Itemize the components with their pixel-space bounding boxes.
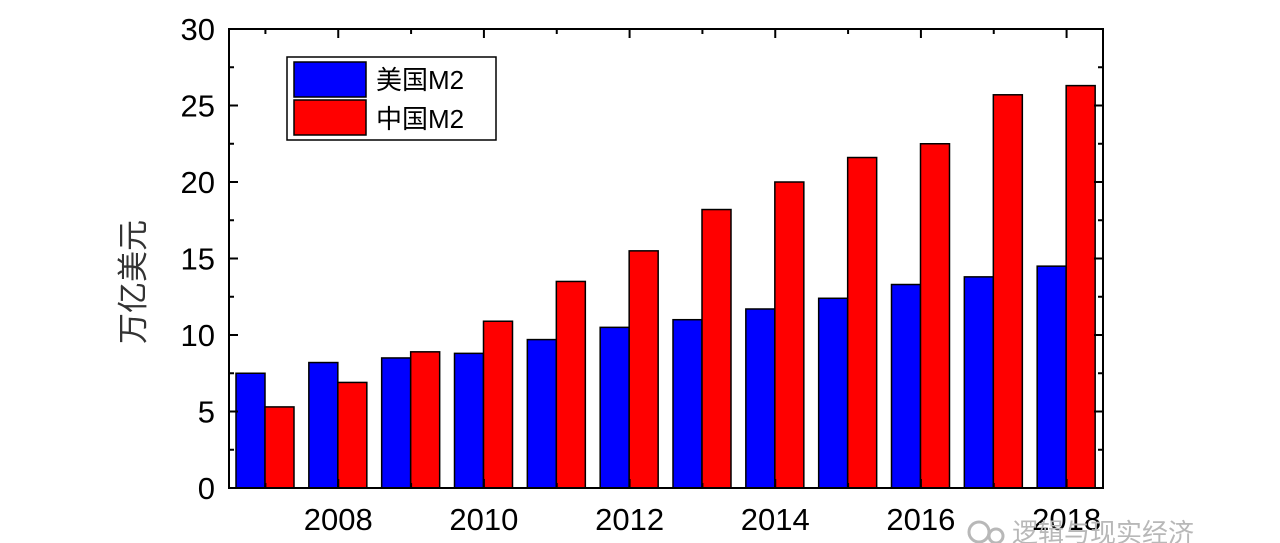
- bar-us-m2-2012: [599, 326, 630, 489]
- bar-china-m2-2011: [555, 280, 587, 489]
- bar-china-m2-2013: [701, 208, 732, 489]
- y-tick-label: 30: [181, 12, 215, 47]
- x-tick-label: 2012: [595, 502, 664, 537]
- y-tick-label: 15: [181, 242, 215, 277]
- x-tick-label: 2018: [1032, 502, 1101, 537]
- bar-us-m2-2009: [380, 357, 412, 489]
- watermark: 逻辑与现实经济: [967, 518, 1194, 543]
- y-tick-label: 5: [198, 395, 215, 430]
- bar-us-m2-2007: [235, 372, 266, 489]
- legend: 美国M2 中国M2: [286, 56, 497, 141]
- bar-us-m2-2014: [745, 308, 776, 489]
- bars-group: [235, 84, 1096, 489]
- watermark-icon: [967, 520, 991, 543]
- y-tick-label: 25: [181, 89, 215, 124]
- axes-group: 0 5 10 15 20 25 30 2008 2010 2012 2014 2016 2018: [181, 12, 1104, 537]
- bar-us-m2-2011: [526, 338, 558, 489]
- bar-china-m2-2016: [919, 143, 951, 489]
- legend-label-us-m2: 美国M2: [376, 65, 464, 95]
- bar-us-m2-2010: [453, 352, 485, 489]
- y-tick-label: 10: [181, 318, 215, 353]
- bar-china-m2-2017: [992, 94, 1024, 489]
- watermark-icon-dot: [987, 527, 1005, 543]
- y-tick-label: 0: [198, 471, 215, 506]
- x-tick-label: 2008: [304, 502, 373, 537]
- bar-us-m2-2017: [963, 276, 995, 489]
- y-tick-label: 20: [181, 165, 215, 200]
- legend-label-china-m2: 中国M2: [376, 104, 464, 134]
- bar-china-m2-2018: [1065, 84, 1096, 489]
- legend-swatch-us-m2: [293, 61, 367, 98]
- x-tick-label: 2016: [886, 502, 955, 537]
- y-axis-label: 万亿美元: [116, 220, 151, 344]
- bar-china-m2-2014: [774, 181, 805, 489]
- bar-china-m2-2010: [482, 320, 514, 489]
- bar-us-m2-2016: [890, 283, 922, 489]
- x-tick-label: 2010: [449, 502, 518, 537]
- legend-swatch-china-m2: [293, 99, 367, 136]
- bar-china-m2-2012: [628, 250, 659, 489]
- watermark-text: 逻辑与现实经济: [1012, 518, 1194, 543]
- bar-china-m2-2007: [264, 406, 295, 489]
- x-tick-label: 2014: [741, 502, 810, 537]
- bar-china-m2-2015: [846, 156, 878, 489]
- bar-us-m2-2008: [308, 361, 339, 489]
- bar-us-m2-2015: [817, 297, 849, 489]
- bar-china-m2-2009: [409, 351, 441, 489]
- bar-us-m2-2018: [1036, 265, 1067, 489]
- bar-china-m2-2008: [337, 381, 368, 489]
- bar-us-m2-2013: [672, 318, 703, 489]
